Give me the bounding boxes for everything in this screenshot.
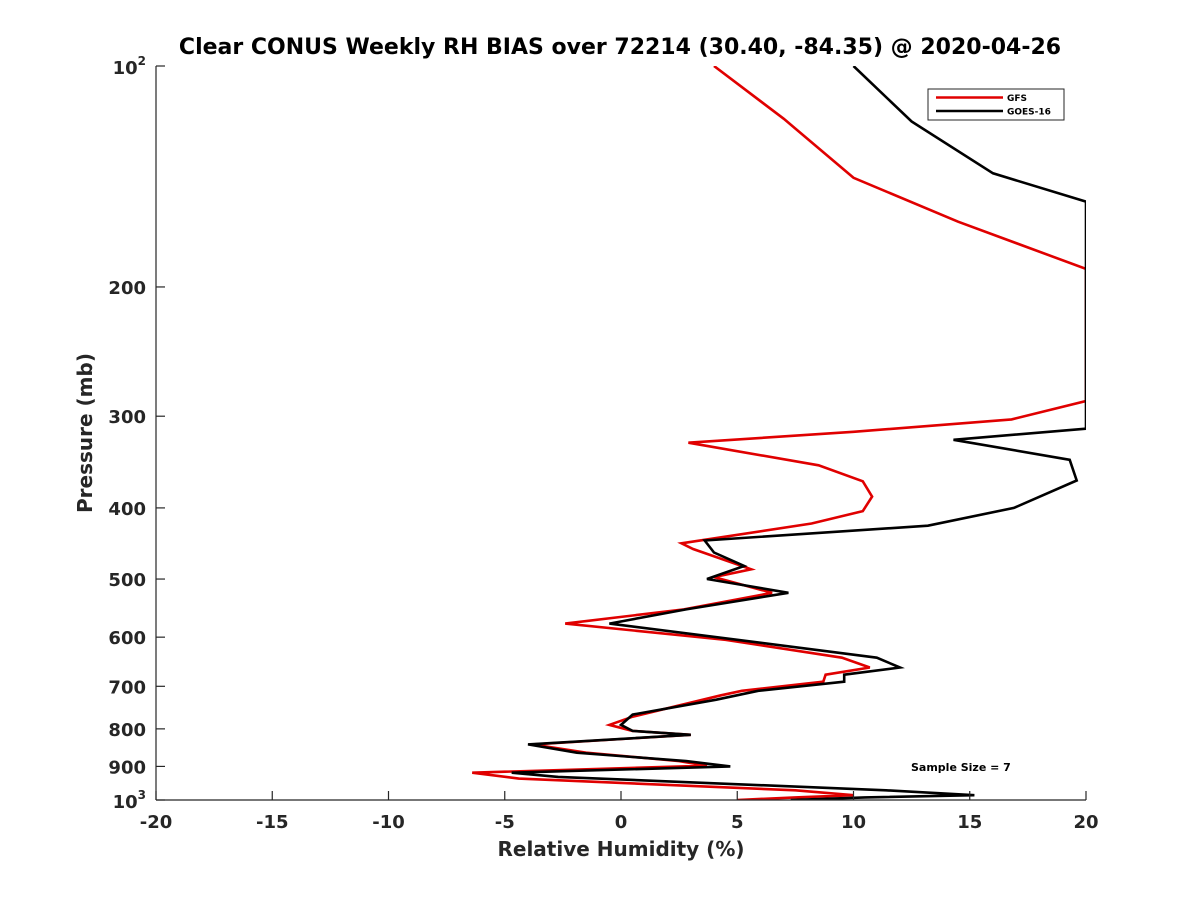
y-tick-label: 700 — [108, 677, 146, 698]
y-tick-label: 900 — [108, 757, 146, 778]
x-tick-label: -15 — [256, 812, 289, 833]
y-top-tick-base: 10 — [113, 58, 138, 79]
y-top-tick-label: 102 — [113, 54, 146, 79]
y-tick-label: 600 — [108, 628, 146, 649]
x-tick-label: 20 — [1073, 812, 1098, 833]
chart-title: Clear CONUS Weekly RH BIAS over 72214 (3… — [179, 35, 1061, 60]
legend-label-gfs: GFS — [1007, 94, 1027, 104]
y-ticks: 200 300 400 500 600 700 800 900 — [108, 65, 165, 801]
x-tick-label: 5 — [731, 812, 744, 833]
legend-label-goes-16: GOES-16 — [1007, 108, 1051, 118]
x-tick-label: -20 — [140, 812, 173, 833]
series-line-goes-16 — [511, 66, 1086, 800]
legend: GFS GOES-16 — [927, 88, 1065, 121]
sample-size-annotation: Sample Size = 7 — [911, 761, 1011, 774]
y-bottom-tick-label: 103 — [113, 788, 146, 813]
y-tick-label: 800 — [108, 720, 146, 741]
x-tick-label: 0 — [615, 812, 628, 833]
series-layer — [472, 66, 1086, 800]
y-tick-label: 200 — [108, 278, 146, 299]
x-tick-label: 15 — [957, 812, 982, 833]
y-tick-label: 400 — [108, 499, 146, 520]
y-bottom-tick-base: 10 — [113, 792, 138, 813]
x-axis-label: Relative Humidity (%) — [497, 837, 744, 861]
x-ticks: -20 -15 -10 -5 0 5 10 15 20 — [140, 791, 1099, 833]
y-tick-label: 500 — [108, 570, 146, 591]
x-tick-label: 10 — [841, 812, 866, 833]
y-top-tick-exponent: 2 — [138, 54, 146, 68]
x-tick-label: -10 — [372, 812, 405, 833]
y-bottom-tick-exponent: 3 — [138, 788, 146, 802]
x-tick-label: -5 — [495, 812, 515, 833]
y-axis-label: Pressure (mb) — [73, 353, 97, 513]
y-tick-label: 300 — [108, 407, 146, 428]
legend-box — [927, 88, 1065, 121]
